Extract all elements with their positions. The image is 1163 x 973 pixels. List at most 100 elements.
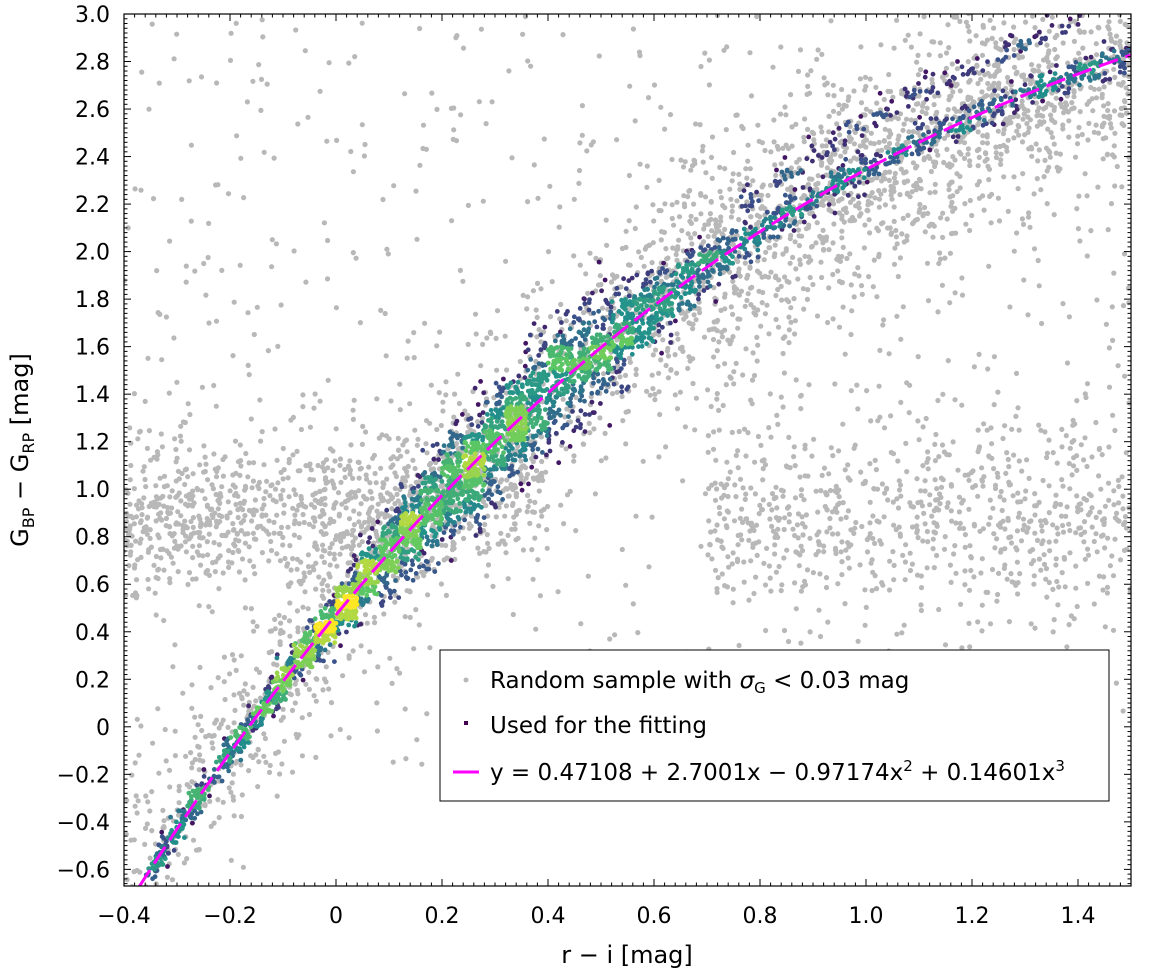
point-random-sample bbox=[1077, 86, 1083, 92]
point-random-sample bbox=[1039, 523, 1045, 529]
point-random-sample bbox=[808, 257, 814, 263]
point-random-sample bbox=[994, 470, 1001, 476]
point-random-sample bbox=[827, 487, 834, 494]
point-random-sample bbox=[1035, 257, 1041, 264]
point-random-sample bbox=[788, 305, 794, 311]
point-random-sample bbox=[976, 351, 982, 357]
point-random-sample bbox=[127, 526, 133, 532]
point-random-sample bbox=[1117, 42, 1123, 48]
point-random-sample bbox=[346, 60, 352, 66]
point-random-sample bbox=[201, 260, 207, 267]
point-random-sample bbox=[352, 535, 358, 541]
point-random-sample bbox=[736, 642, 742, 649]
point-random-sample bbox=[331, 551, 337, 557]
point-random-sample bbox=[754, 14, 760, 20]
point-random-sample bbox=[386, 436, 392, 442]
point-random-sample bbox=[350, 543, 356, 549]
point-random-sample bbox=[373, 480, 379, 486]
point-random-sample bbox=[1049, 14, 1055, 20]
point-random-sample bbox=[185, 581, 191, 588]
point-random-sample bbox=[520, 31, 526, 37]
point-random-sample bbox=[232, 760, 239, 766]
point-random-sample bbox=[729, 178, 735, 184]
point-random-sample bbox=[241, 702, 247, 708]
point-random-sample bbox=[937, 250, 943, 256]
point-random-sample bbox=[632, 118, 638, 124]
point-random-sample bbox=[811, 436, 817, 442]
point-random-sample bbox=[650, 240, 656, 246]
point-random-sample bbox=[601, 371, 607, 377]
point-random-sample bbox=[1106, 444, 1112, 450]
point-random-sample bbox=[334, 137, 340, 143]
point-random-sample bbox=[903, 542, 909, 548]
point-random-sample bbox=[716, 504, 723, 511]
point-random-sample bbox=[595, 282, 602, 288]
point-random-sample bbox=[987, 17, 993, 23]
point-random-sample bbox=[1084, 381, 1091, 387]
point-random-sample bbox=[1046, 539, 1052, 545]
point-random-sample bbox=[641, 263, 647, 269]
point-random-sample bbox=[331, 505, 337, 511]
point-random-sample bbox=[940, 391, 946, 397]
point-random-sample bbox=[832, 545, 839, 551]
point-random-sample bbox=[1038, 518, 1044, 524]
point-random-sample bbox=[799, 233, 805, 239]
point-random-sample bbox=[478, 363, 484, 369]
point-random-sample bbox=[369, 504, 375, 510]
point-random-sample bbox=[857, 562, 863, 568]
point-random-sample bbox=[836, 110, 842, 116]
point-random-sample bbox=[998, 161, 1004, 167]
point-random-sample bbox=[1076, 28, 1082, 34]
point-random-sample bbox=[206, 732, 212, 739]
point-random-sample bbox=[317, 514, 323, 520]
point-random-sample bbox=[1085, 512, 1092, 518]
point-random-sample bbox=[255, 747, 261, 753]
point-random-sample bbox=[405, 338, 411, 344]
point-random-sample bbox=[922, 229, 928, 235]
point-random-sample bbox=[1043, 520, 1049, 526]
point-random-sample bbox=[325, 237, 331, 244]
point-random-sample bbox=[817, 633, 824, 640]
point-random-sample bbox=[238, 813, 244, 820]
point-random-sample bbox=[163, 314, 169, 320]
point-random-sample bbox=[264, 478, 270, 484]
point-random-sample bbox=[892, 170, 898, 177]
point-random-sample bbox=[664, 256, 670, 262]
point-random-sample bbox=[675, 244, 681, 250]
point-random-sample bbox=[900, 552, 906, 559]
point-random-sample bbox=[138, 554, 144, 561]
point-random-sample bbox=[939, 442, 946, 448]
point-random-sample bbox=[208, 685, 214, 691]
point-random-sample bbox=[821, 465, 828, 471]
point-random-sample bbox=[1036, 283, 1042, 289]
point-random-sample bbox=[971, 574, 977, 580]
point-random-sample bbox=[342, 466, 348, 473]
point-random-sample bbox=[560, 31, 566, 38]
point-random-sample bbox=[588, 142, 594, 148]
point-random-sample bbox=[423, 146, 429, 152]
point-random-sample bbox=[1107, 31, 1113, 37]
point-random-sample bbox=[499, 538, 505, 544]
point-random-sample bbox=[213, 491, 219, 498]
point-random-sample bbox=[978, 570, 984, 576]
point-random-sample bbox=[312, 497, 318, 503]
point-random-sample bbox=[795, 535, 801, 541]
point-random-sample bbox=[1016, 427, 1022, 433]
point-random-sample bbox=[1041, 119, 1047, 125]
point-random-sample bbox=[323, 457, 330, 463]
point-random-sample bbox=[904, 469, 910, 475]
point-random-sample bbox=[147, 855, 153, 861]
point-random-sample bbox=[895, 505, 902, 511]
point-random-sample bbox=[1032, 530, 1038, 536]
point-random-sample bbox=[824, 529, 830, 535]
point-random-sample bbox=[1095, 184, 1101, 190]
point-random-sample bbox=[585, 573, 591, 579]
point-random-sample bbox=[584, 148, 590, 154]
point-random-sample bbox=[988, 425, 994, 431]
point-random-sample bbox=[155, 575, 161, 582]
point-random-sample bbox=[764, 302, 770, 308]
point-random-sample bbox=[710, 336, 717, 343]
point-random-sample bbox=[137, 540, 143, 546]
point-random-sample bbox=[659, 229, 665, 235]
point-random-sample bbox=[1046, 28, 1052, 34]
